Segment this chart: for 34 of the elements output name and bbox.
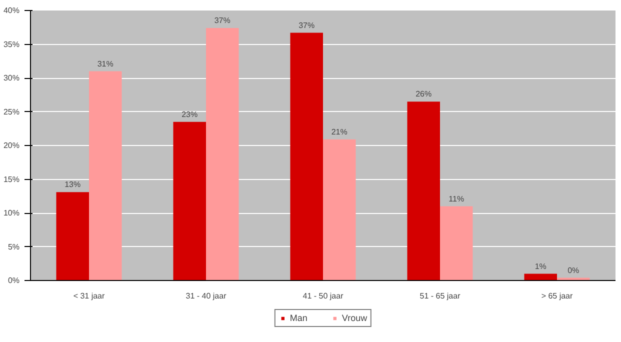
y-tick-label: 20%: [3, 141, 20, 150]
x-tick-label: 41 - 50 jaar: [302, 292, 344, 300]
x-tick-label: > 65 jaar: [541, 292, 574, 300]
data-label: 37%: [298, 20, 315, 30]
bar: [206, 28, 239, 280]
bar: [407, 102, 440, 280]
data-label: 37%: [214, 16, 230, 26]
data-label: 1%: [534, 262, 546, 271]
bar: [323, 139, 356, 280]
x-tick-label: 31 - 40 jaar: [186, 292, 227, 300]
data-label: 31%: [97, 59, 114, 68]
data-label: 26%: [416, 90, 432, 99]
y-tick-label: 15%: [3, 174, 20, 184]
data-label: 11%: [448, 194, 464, 204]
bar: [56, 192, 89, 280]
bar: [440, 206, 473, 280]
legend-label: Man: [290, 313, 308, 323]
x-tick-label: < 31 jaar: [73, 292, 106, 300]
y-tick-label: 30%: [3, 74, 20, 82]
y-tick-label: 10%: [3, 208, 20, 218]
y-tick-label: 35%: [3, 40, 20, 49]
data-label: 21%: [331, 127, 348, 136]
y-tick-label: 40%: [3, 6, 20, 15]
bar: [290, 32, 323, 280]
y-tick-label: 25%: [3, 107, 20, 116]
data-label: 13%: [64, 180, 81, 190]
bar: [173, 122, 206, 280]
y-tick-label: 5%: [8, 242, 20, 252]
x-tick-label: 51 - 65 jaar: [420, 292, 461, 300]
data-label: 0%: [568, 266, 580, 275]
legend-label: Vrouw: [342, 313, 368, 323]
bar: [89, 71, 122, 280]
y-tick-label: 0%: [8, 276, 20, 285]
data-label: 23%: [182, 110, 198, 119]
